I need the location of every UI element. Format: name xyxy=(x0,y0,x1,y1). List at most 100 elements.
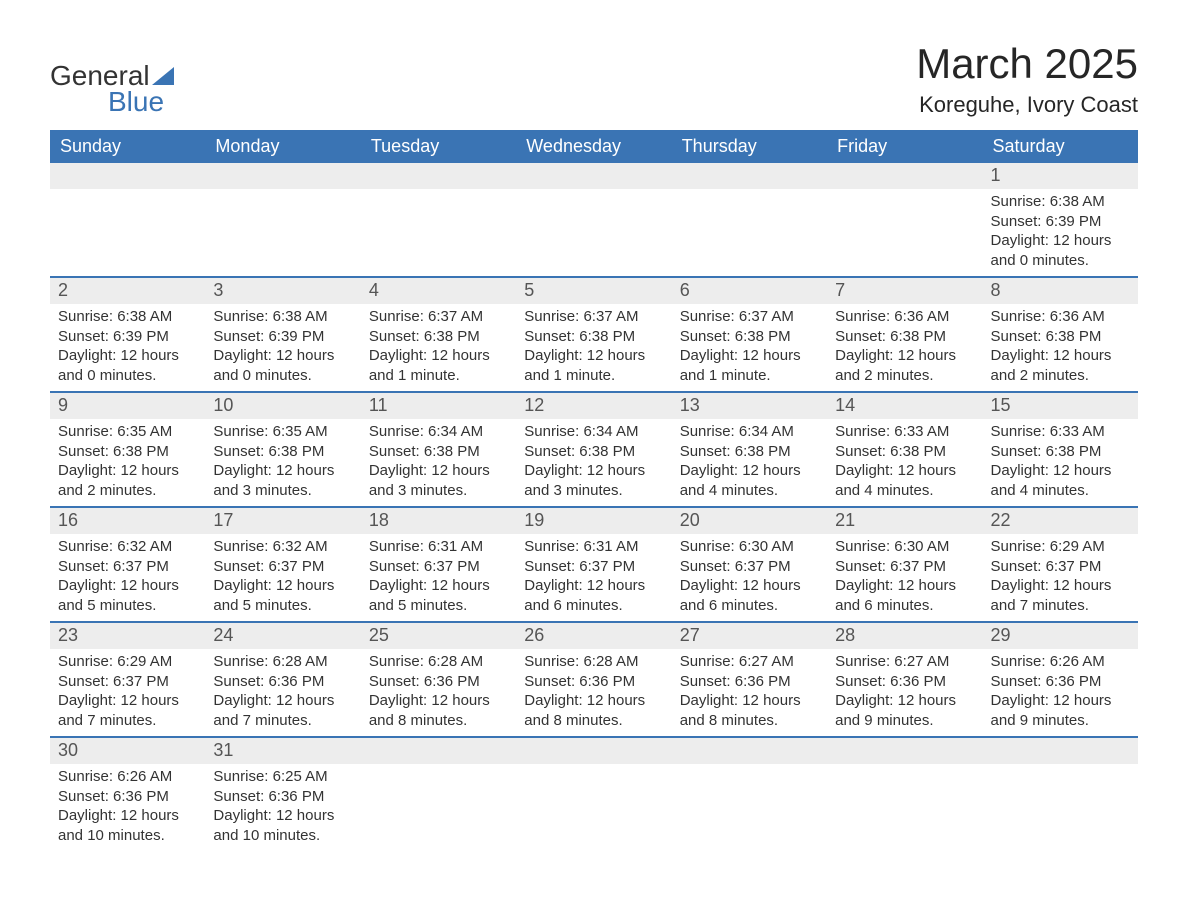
day-number xyxy=(672,738,827,764)
day-body: Sunrise: 6:28 AMSunset: 6:36 PMDaylight:… xyxy=(205,649,360,736)
day-number: 16 xyxy=(50,508,205,534)
sunset-text: Sunset: 6:38 PM xyxy=(524,327,663,347)
day-body: Sunrise: 6:27 AMSunset: 6:36 PMDaylight:… xyxy=(827,649,982,736)
day-body: Sunrise: 6:38 AMSunset: 6:39 PMDaylight:… xyxy=(205,304,360,391)
sunset-text: Sunset: 6:37 PM xyxy=(680,557,819,577)
sunset-text: Sunset: 6:38 PM xyxy=(369,327,508,347)
day-number: 1 xyxy=(983,163,1138,189)
day-body: Sunrise: 6:37 AMSunset: 6:38 PMDaylight:… xyxy=(361,304,516,391)
day-number: 19 xyxy=(516,508,671,534)
sunset-text: Sunset: 6:36 PM xyxy=(58,787,197,807)
col-monday: Monday xyxy=(205,130,360,163)
day-number: 30 xyxy=(50,738,205,764)
calendar-cell: 30Sunrise: 6:26 AMSunset: 6:36 PMDayligh… xyxy=(50,737,205,851)
calendar-cell: 8Sunrise: 6:36 AMSunset: 6:38 PMDaylight… xyxy=(983,277,1138,392)
sunrise-text: Sunrise: 6:37 AM xyxy=(369,307,508,327)
sunrise-text: Sunrise: 6:33 AM xyxy=(835,422,974,442)
day-number: 25 xyxy=(361,623,516,649)
logo-triangle-icon xyxy=(152,67,174,85)
calendar-cell: 25Sunrise: 6:28 AMSunset: 6:36 PMDayligh… xyxy=(361,622,516,737)
day-body xyxy=(672,189,827,265)
sunset-text: Sunset: 6:36 PM xyxy=(524,672,663,692)
calendar-cell xyxy=(361,163,516,277)
calendar-cell: 29Sunrise: 6:26 AMSunset: 6:36 PMDayligh… xyxy=(983,622,1138,737)
sunrise-text: Sunrise: 6:37 AM xyxy=(524,307,663,327)
day-number: 17 xyxy=(205,508,360,534)
daylight-text: Daylight: 12 hours and 10 minutes. xyxy=(58,806,197,845)
day-number: 31 xyxy=(205,738,360,764)
calendar-cell xyxy=(672,163,827,277)
day-body xyxy=(516,764,671,840)
day-number: 11 xyxy=(361,393,516,419)
sunrise-text: Sunrise: 6:32 AM xyxy=(213,537,352,557)
day-number: 21 xyxy=(827,508,982,534)
calendar-cell xyxy=(361,737,516,851)
daylight-text: Daylight: 12 hours and 10 minutes. xyxy=(213,806,352,845)
calendar-cell xyxy=(827,163,982,277)
sunset-text: Sunset: 6:38 PM xyxy=(524,442,663,462)
daylight-text: Daylight: 12 hours and 6 minutes. xyxy=(835,576,974,615)
calendar-row: 23Sunrise: 6:29 AMSunset: 6:37 PMDayligh… xyxy=(50,622,1138,737)
daylight-text: Daylight: 12 hours and 6 minutes. xyxy=(524,576,663,615)
calendar-cell: 16Sunrise: 6:32 AMSunset: 6:37 PMDayligh… xyxy=(50,507,205,622)
day-body: Sunrise: 6:29 AMSunset: 6:37 PMDaylight:… xyxy=(983,534,1138,621)
daylight-text: Daylight: 12 hours and 5 minutes. xyxy=(58,576,197,615)
day-body: Sunrise: 6:28 AMSunset: 6:36 PMDaylight:… xyxy=(361,649,516,736)
day-number: 28 xyxy=(827,623,982,649)
day-number: 23 xyxy=(50,623,205,649)
sunset-text: Sunset: 6:36 PM xyxy=(680,672,819,692)
calendar-cell: 26Sunrise: 6:28 AMSunset: 6:36 PMDayligh… xyxy=(516,622,671,737)
sunset-text: Sunset: 6:37 PM xyxy=(991,557,1130,577)
day-number: 2 xyxy=(50,278,205,304)
daylight-text: Daylight: 12 hours and 0 minutes. xyxy=(213,346,352,385)
daylight-text: Daylight: 12 hours and 2 minutes. xyxy=(835,346,974,385)
sunset-text: Sunset: 6:36 PM xyxy=(369,672,508,692)
daylight-text: Daylight: 12 hours and 8 minutes. xyxy=(524,691,663,730)
sunrise-text: Sunrise: 6:34 AM xyxy=(680,422,819,442)
day-number: 9 xyxy=(50,393,205,419)
daylight-text: Daylight: 12 hours and 2 minutes. xyxy=(991,346,1130,385)
day-body xyxy=(827,764,982,840)
calendar-cell: 11Sunrise: 6:34 AMSunset: 6:38 PMDayligh… xyxy=(361,392,516,507)
daylight-text: Daylight: 12 hours and 9 minutes. xyxy=(991,691,1130,730)
header: General Blue March 2025 Koreguhe, Ivory … xyxy=(50,40,1138,118)
daylight-text: Daylight: 12 hours and 3 minutes. xyxy=(369,461,508,500)
sunset-text: Sunset: 6:38 PM xyxy=(835,327,974,347)
sunset-text: Sunset: 6:38 PM xyxy=(680,442,819,462)
calendar-cell: 13Sunrise: 6:34 AMSunset: 6:38 PMDayligh… xyxy=(672,392,827,507)
day-number: 10 xyxy=(205,393,360,419)
calendar-cell: 17Sunrise: 6:32 AMSunset: 6:37 PMDayligh… xyxy=(205,507,360,622)
sunrise-text: Sunrise: 6:29 AM xyxy=(991,537,1130,557)
calendar-cell: 7Sunrise: 6:36 AMSunset: 6:38 PMDaylight… xyxy=(827,277,982,392)
col-friday: Friday xyxy=(827,130,982,163)
col-saturday: Saturday xyxy=(983,130,1138,163)
calendar-cell xyxy=(516,163,671,277)
daylight-text: Daylight: 12 hours and 2 minutes. xyxy=(58,461,197,500)
day-number: 26 xyxy=(516,623,671,649)
calendar-cell: 14Sunrise: 6:33 AMSunset: 6:38 PMDayligh… xyxy=(827,392,982,507)
day-body: Sunrise: 6:34 AMSunset: 6:38 PMDaylight:… xyxy=(672,419,827,506)
calendar-cell xyxy=(50,163,205,277)
calendar-cell: 28Sunrise: 6:27 AMSunset: 6:36 PMDayligh… xyxy=(827,622,982,737)
day-number: 22 xyxy=(983,508,1138,534)
sunrise-text: Sunrise: 6:28 AM xyxy=(524,652,663,672)
sunrise-text: Sunrise: 6:34 AM xyxy=(524,422,663,442)
day-number: 8 xyxy=(983,278,1138,304)
day-number: 29 xyxy=(983,623,1138,649)
daylight-text: Daylight: 12 hours and 3 minutes. xyxy=(524,461,663,500)
daylight-text: Daylight: 12 hours and 7 minutes. xyxy=(58,691,197,730)
calendar-cell: 1Sunrise: 6:38 AMSunset: 6:39 PMDaylight… xyxy=(983,163,1138,277)
sunset-text: Sunset: 6:36 PM xyxy=(991,672,1130,692)
day-body: Sunrise: 6:25 AMSunset: 6:36 PMDaylight:… xyxy=(205,764,360,851)
day-body: Sunrise: 6:36 AMSunset: 6:38 PMDaylight:… xyxy=(827,304,982,391)
daylight-text: Daylight: 12 hours and 7 minutes. xyxy=(213,691,352,730)
day-body: Sunrise: 6:35 AMSunset: 6:38 PMDaylight:… xyxy=(205,419,360,506)
sunrise-text: Sunrise: 6:37 AM xyxy=(680,307,819,327)
sunset-text: Sunset: 6:39 PM xyxy=(991,212,1130,232)
calendar-cell: 15Sunrise: 6:33 AMSunset: 6:38 PMDayligh… xyxy=(983,392,1138,507)
day-body: Sunrise: 6:28 AMSunset: 6:36 PMDaylight:… xyxy=(516,649,671,736)
day-body xyxy=(361,189,516,265)
col-sunday: Sunday xyxy=(50,130,205,163)
day-body xyxy=(516,189,671,265)
day-body xyxy=(827,189,982,265)
